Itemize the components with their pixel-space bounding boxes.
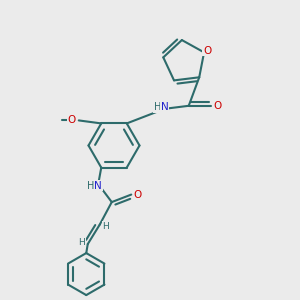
Text: N: N [161,102,169,112]
Text: N: N [94,181,102,190]
Text: H: H [78,238,85,247]
Text: H: H [102,222,109,231]
Text: H: H [154,102,161,112]
Text: O: O [203,46,211,56]
Text: O: O [214,101,222,111]
Text: H: H [87,181,94,190]
Text: O: O [134,190,142,200]
Text: O: O [67,116,75,125]
